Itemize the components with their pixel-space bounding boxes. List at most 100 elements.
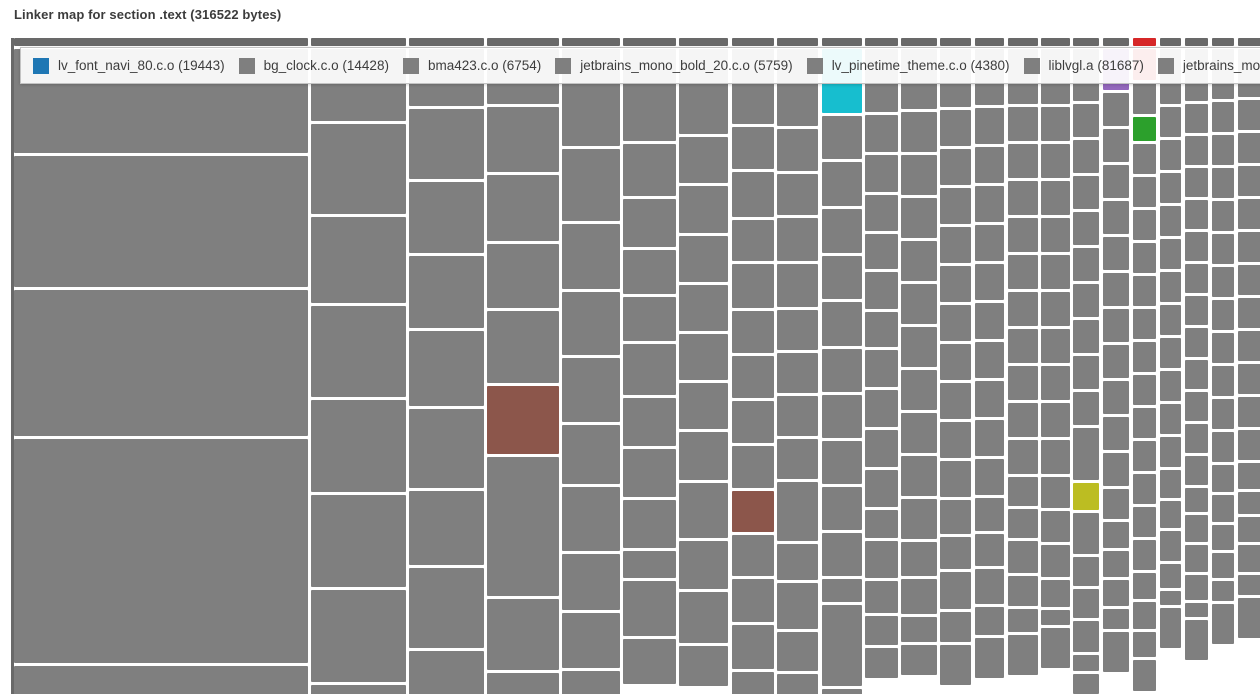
treemap-column-strip[interactable]: [1238, 38, 1260, 46]
treemap-cell[interactable]: [732, 264, 774, 308]
treemap-cell[interactable]: [940, 612, 971, 642]
treemap-cell[interactable]: [822, 605, 862, 686]
treemap-cell[interactable]: [1073, 356, 1099, 389]
treemap-cell[interactable]: [1185, 575, 1208, 600]
treemap-cell[interactable]: [679, 483, 728, 538]
treemap-cell[interactable]: [1133, 507, 1156, 537]
treemap-cell[interactable]: [1160, 173, 1181, 203]
treemap-cell[interactable]: [311, 685, 406, 694]
treemap-cell[interactable]: [1073, 104, 1099, 137]
treemap-cell[interactable]: [822, 487, 862, 530]
treemap-cell[interactable]: [1238, 100, 1260, 130]
treemap-cell[interactable]: [1103, 93, 1129, 126]
treemap-cell[interactable]: [1160, 371, 1181, 401]
treemap-cell[interactable]: [623, 639, 676, 684]
treemap-cell[interactable]: [1103, 381, 1129, 414]
treemap-cell[interactable]: [487, 107, 559, 172]
treemap-cell[interactable]: [679, 236, 728, 282]
treemap-cell[interactable]: [562, 554, 620, 610]
treemap-column-strip[interactable]: [865, 38, 898, 46]
treemap-cell[interactable]: [1133, 602, 1156, 629]
treemap-cell[interactable]: [1103, 165, 1129, 198]
treemap-cell[interactable]: [865, 470, 898, 507]
treemap-cell[interactable]: [562, 613, 620, 668]
treemap-cell[interactable]: [409, 491, 484, 565]
treemap-cell[interactable]: [940, 110, 971, 146]
treemap-cell[interactable]: [1212, 201, 1234, 231]
treemap-cell[interactable]: [623, 581, 676, 636]
treemap-cell[interactable]: [1041, 440, 1070, 474]
treemap-cell[interactable]: [679, 432, 728, 480]
treemap-cell[interactable]: [732, 446, 774, 488]
treemap-cell[interactable]: [1160, 501, 1181, 528]
treemap-cell[interactable]: [1160, 140, 1181, 170]
treemap-cell[interactable]: [975, 569, 1004, 604]
treemap-cell[interactable]: [623, 297, 676, 341]
treemap-cell[interactable]: [14, 290, 308, 436]
treemap-column-strip[interactable]: [975, 38, 1004, 46]
treemap-column-strip[interactable]: [732, 38, 774, 46]
treemap-cell[interactable]: [679, 285, 728, 331]
treemap-cell[interactable]: [940, 227, 971, 263]
treemap-cell[interactable]: [679, 137, 728, 183]
treemap-cell[interactable]: [865, 390, 898, 427]
treemap-cell[interactable]: [1041, 144, 1070, 178]
treemap-cell[interactable]: [1041, 511, 1070, 542]
treemap-cell[interactable]: [901, 579, 937, 614]
treemap-cell[interactable]: [777, 129, 818, 171]
treemap-cell[interactable]: [623, 144, 676, 196]
treemap-cell[interactable]: [1212, 604, 1234, 644]
treemap-cell[interactable]: [1041, 255, 1070, 289]
treemap-cell[interactable]: [1133, 408, 1156, 438]
treemap-cell[interactable]: [865, 312, 898, 347]
treemap-cell[interactable]: [623, 551, 676, 578]
treemap-cell[interactable]: [1073, 655, 1099, 671]
treemap-cell[interactable]: [1160, 305, 1181, 335]
treemap-cell[interactable]: [1185, 488, 1208, 512]
treemap-cell[interactable]: [679, 383, 728, 429]
treemap-cell[interactable]: [1103, 201, 1129, 234]
treemap-cell[interactable]: [865, 510, 898, 538]
treemap-cell[interactable]: [1073, 674, 1099, 694]
treemap-cell[interactable]: [1133, 144, 1156, 174]
treemap-cell[interactable]: [777, 674, 818, 694]
treemap-cell[interactable]: [822, 209, 862, 253]
treemap-cell[interactable]: [777, 218, 818, 261]
treemap-cell[interactable]: [1238, 492, 1260, 514]
treemap-cell[interactable]: [777, 544, 818, 580]
treemap-column-strip[interactable]: [311, 38, 406, 46]
treemap-cell[interactable]: [822, 579, 862, 602]
treemap-cell[interactable]: [901, 542, 937, 576]
treemap-cell[interactable]: [679, 186, 728, 233]
treemap-cell[interactable]: [562, 149, 620, 221]
treemap-cell[interactable]: [1133, 210, 1156, 240]
treemap-cell[interactable]: [777, 482, 818, 541]
treemap-cell[interactable]: [1160, 608, 1181, 648]
treemap-cell[interactable]: [409, 182, 484, 253]
treemap-cell[interactable]: [865, 115, 898, 152]
treemap-cell[interactable]: [487, 386, 559, 454]
treemap-cell[interactable]: [1008, 541, 1038, 573]
treemap-cell[interactable]: [865, 272, 898, 309]
treemap-cell[interactable]: [1008, 440, 1038, 474]
treemap-cell[interactable]: [940, 645, 971, 685]
treemap-cell[interactable]: [311, 590, 406, 682]
treemap-cell[interactable]: [1238, 133, 1260, 163]
treemap-cell[interactable]: [865, 581, 898, 613]
treemap-cell[interactable]: [1103, 453, 1129, 486]
treemap-cell[interactable]: [1212, 525, 1234, 550]
treemap-cell[interactable]: [1008, 218, 1038, 252]
treemap-cell[interactable]: [1008, 292, 1038, 326]
treemap-cell[interactable]: [1041, 366, 1070, 400]
treemap-cell[interactable]: [732, 311, 774, 353]
treemap-cell[interactable]: [1008, 635, 1038, 675]
treemap-cell[interactable]: [1133, 474, 1156, 504]
treemap-cell[interactable]: [940, 500, 971, 534]
treemap-cell[interactable]: [975, 264, 1004, 300]
treemap-cell[interactable]: [1041, 218, 1070, 252]
treemap-cell[interactable]: [1008, 576, 1038, 606]
treemap-cell[interactable]: [562, 358, 620, 422]
treemap-cell[interactable]: [1238, 199, 1260, 229]
treemap-cell[interactable]: [1073, 589, 1099, 618]
treemap-cell[interactable]: [822, 256, 862, 299]
